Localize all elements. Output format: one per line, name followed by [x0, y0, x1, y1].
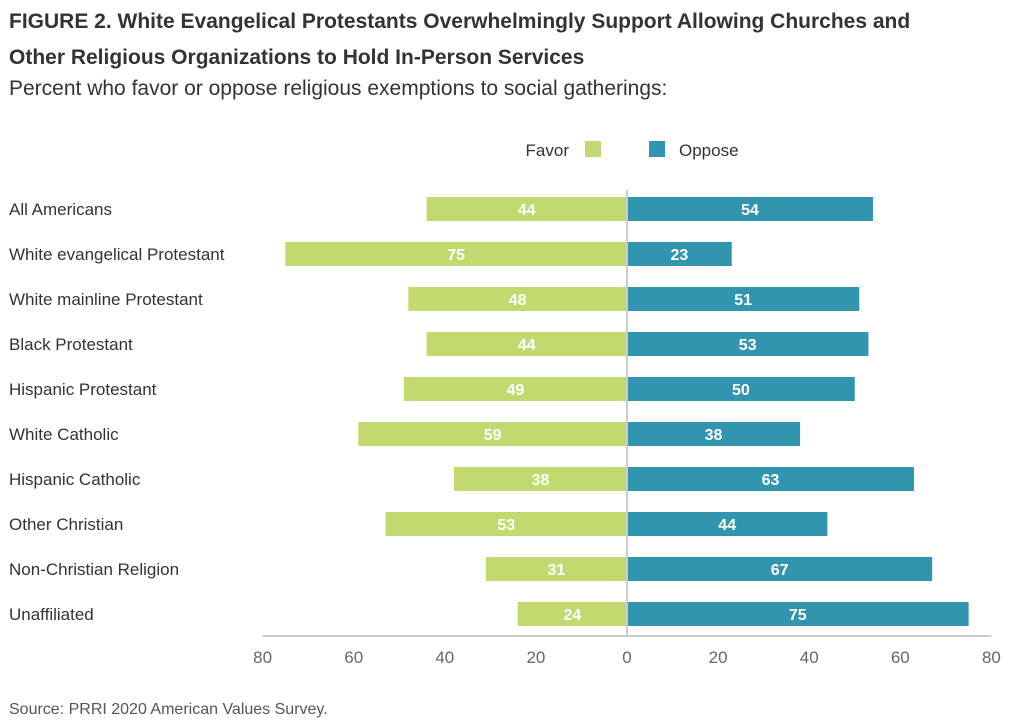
data-label-favor: 24 [563, 607, 581, 624]
bar-favor [453, 467, 627, 491]
bar-oppose [627, 512, 828, 536]
x-tick-label: 40 [435, 648, 454, 667]
category-label: White evangelical Protestant [9, 245, 225, 264]
category-label: Other Christian [9, 515, 123, 534]
legend-label-favor: Favor [526, 141, 570, 160]
data-label-favor: 49 [507, 382, 525, 399]
category-label: Hispanic Protestant [9, 380, 157, 399]
data-label-favor: 44 [518, 337, 536, 354]
x-tick-label: 20 [709, 648, 728, 667]
chart-subtitle: Percent who favor or oppose religious ex… [9, 77, 668, 100]
x-tick-label: 80 [982, 648, 1001, 667]
data-label-oppose: 75 [789, 607, 807, 624]
category-label: White Catholic [9, 425, 119, 444]
category-label: Hispanic Catholic [9, 470, 141, 489]
bar-oppose [627, 377, 855, 401]
data-label-oppose: 53 [739, 337, 757, 354]
chart-title-line-1: FIGURE 2. White Evangelical Protestants … [9, 10, 911, 33]
data-label-favor: 59 [484, 427, 502, 444]
bar-oppose [627, 242, 732, 266]
bar-oppose [627, 557, 933, 581]
x-tick-label: 60 [344, 648, 363, 667]
bar-favor [517, 602, 627, 626]
data-label-oppose: 51 [734, 292, 752, 309]
bar-favor [285, 242, 627, 266]
data-label-oppose: 50 [732, 382, 750, 399]
data-label-favor: 53 [497, 517, 515, 534]
bar-favor [385, 512, 627, 536]
chart-bars: 44 54 75 23 48 51 44 53 49 50 59 38 38 63 53 44 31 67 24 75 [285, 197, 969, 626]
data-label-oppose: 63 [762, 472, 780, 489]
x-tick-label: 40 [800, 648, 819, 667]
category-label: White mainline Protestant [9, 290, 203, 309]
x-axis: 80 60 40 20 0 20 40 60 80 [253, 190, 1001, 667]
category-label: Non-Christian Religion [9, 560, 179, 579]
data-label-favor: 31 [547, 562, 565, 579]
data-label-favor: 38 [532, 472, 550, 489]
legend-swatch-oppose [649, 141, 665, 157]
bar-favor [426, 332, 627, 356]
x-tick-label: 20 [526, 648, 545, 667]
data-label-oppose: 44 [718, 517, 736, 534]
bar-oppose [627, 467, 914, 491]
chart-legend: Favor Oppose [526, 141, 739, 160]
chart-source: Source: PRRI 2020 American Values Survey… [9, 701, 328, 718]
bar-oppose [627, 422, 801, 446]
bar-oppose [627, 602, 969, 626]
data-label-favor: 44 [518, 202, 536, 219]
bar-oppose [627, 332, 869, 356]
data-label-favor: 48 [509, 292, 527, 309]
legend-label-oppose: Oppose [679, 141, 739, 160]
data-label-oppose: 23 [670, 247, 688, 264]
x-tick-label: 60 [891, 648, 910, 667]
data-label-favor: 75 [447, 247, 465, 264]
category-labels: All Americans White evangelical Protestan… [9, 200, 225, 624]
data-label-oppose: 38 [705, 427, 723, 444]
legend-swatch-favor [585, 141, 601, 157]
category-label: Black Protestant [9, 335, 133, 354]
bar-oppose [627, 197, 873, 221]
x-tick-label: 80 [253, 648, 272, 667]
chart-title-line-2: Other Religious Organizations to Hold In… [9, 46, 585, 69]
bar-oppose [627, 287, 860, 311]
data-label-oppose: 67 [771, 562, 789, 579]
x-tick-label: 0 [622, 648, 631, 667]
chart-title: FIGURE 2. White Evangelical Protestants … [9, 4, 1009, 76]
bar-favor [408, 287, 627, 311]
bar-favor [358, 422, 627, 446]
bar-favor [426, 197, 627, 221]
category-label: All Americans [9, 200, 112, 219]
bar-favor [403, 377, 627, 401]
category-label: Unaffiliated [9, 605, 94, 624]
data-label-oppose: 54 [741, 202, 759, 219]
bar-favor [485, 557, 627, 581]
